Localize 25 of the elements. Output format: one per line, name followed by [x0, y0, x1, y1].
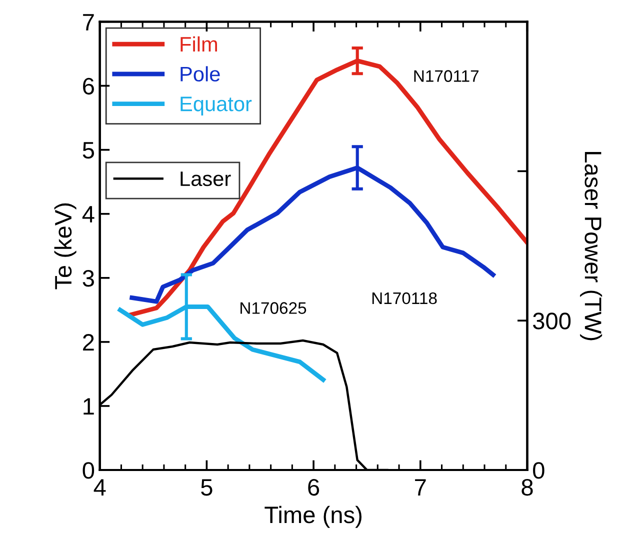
- legend-label: Film: [180, 36, 217, 52]
- y-tick-label: 4: [82, 206, 94, 222]
- x-tick-label: 8: [522, 478, 533, 496]
- x-tick-label: 6: [308, 478, 320, 496]
- y-tick-label: 3: [82, 270, 94, 287]
- annotation: N170117: [414, 70, 478, 82]
- annotation: N170118: [372, 292, 437, 304]
- y2-tick-label: 0: [533, 462, 544, 479]
- y-axis-title: Te (keV): [54, 203, 76, 290]
- x-tick-label: 7: [415, 479, 426, 496]
- x-tick-label: 5: [201, 479, 212, 496]
- x-tick-label: 4: [94, 479, 106, 496]
- y-tick-label: 0: [82, 462, 94, 479]
- annotation: N170625: [240, 302, 306, 314]
- y-tick-label: 6: [83, 78, 94, 95]
- legend-label: Equator: [180, 96, 252, 116]
- y-tick-label: 7: [83, 14, 94, 30]
- y2-axis-title: Laser Power (TW): [580, 152, 602, 340]
- x-axis-title: Time (ns): [264, 506, 362, 528]
- legend-label: Laser: [180, 172, 231, 186]
- y2-tick-label: 300: [533, 312, 571, 330]
- y-tick-label: 1: [84, 398, 94, 415]
- legend-label: Pole: [180, 66, 220, 82]
- y-tick-label: 2: [83, 334, 94, 350]
- y-tick-label: 5: [82, 142, 94, 159]
